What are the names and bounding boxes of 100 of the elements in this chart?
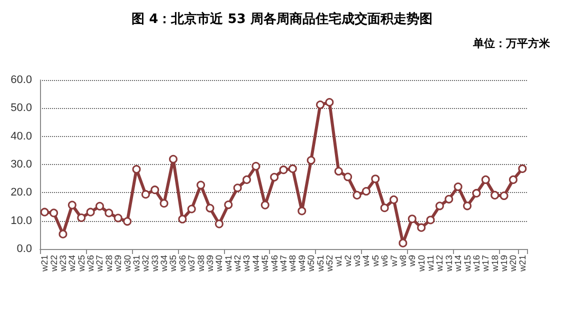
point: [371, 174, 380, 184]
x-tick-label: w35: [168, 255, 178, 273]
point: [150, 186, 160, 194]
point: [390, 195, 398, 204]
x-tick-label: w20: [508, 255, 518, 273]
x-tick-label: w44: [250, 255, 261, 273]
x-tick-label: w50: [306, 255, 316, 273]
point: [444, 194, 454, 204]
x-tick-label: w30: [122, 255, 132, 273]
point: [398, 238, 408, 248]
point: [298, 206, 306, 216]
x-tick-label: w49: [296, 255, 307, 273]
point: [518, 164, 527, 173]
point: [454, 182, 462, 191]
point: [288, 164, 297, 173]
point: [178, 214, 187, 224]
x-tick-label: w2: [342, 255, 353, 268]
point: [417, 223, 426, 232]
x-tick-label: w6: [380, 255, 390, 268]
point: [408, 214, 416, 224]
x-tick-label: w9: [407, 255, 418, 268]
point: [490, 190, 500, 200]
x-tick-label: w16: [471, 255, 482, 273]
point: [95, 202, 104, 210]
point: [380, 204, 389, 212]
point: [86, 208, 95, 216]
point: [334, 167, 343, 176]
point: [104, 208, 114, 218]
point: [214, 220, 224, 228]
x-tick-label: w4: [361, 255, 372, 268]
point: [123, 217, 132, 226]
y-tick-label: 0.0: [16, 243, 32, 255]
x-tick-label: w27: [94, 255, 105, 273]
x-tick-label: w51: [315, 255, 326, 273]
x-tick-label: w32: [140, 255, 151, 273]
point: [206, 204, 214, 212]
x-tick-label: w23: [58, 255, 68, 273]
point: [481, 175, 490, 184]
point: [260, 200, 270, 210]
x-tick-label: w5: [370, 255, 380, 268]
x-tick-label: w24: [67, 255, 78, 273]
point: [68, 200, 76, 210]
x-tick-label: w29: [113, 255, 124, 273]
x-tick-label: w10: [416, 255, 426, 273]
point: [187, 204, 196, 214]
x-tick-label: w13: [444, 255, 454, 273]
point: [362, 187, 370, 196]
x-tick-label: w36: [177, 255, 188, 273]
x-tick-label: w39: [204, 255, 215, 273]
x-tick-label: w38: [196, 255, 206, 273]
x-tick-label: w42: [232, 255, 243, 273]
point: [77, 213, 86, 222]
x-tick-label: w33: [150, 255, 160, 273]
point: [435, 202, 444, 210]
x-tick-label: w7: [388, 255, 399, 268]
point: [233, 184, 242, 192]
x-tick-label: w15: [462, 255, 472, 273]
point: [58, 230, 68, 238]
x-tick-label: w48: [288, 255, 298, 273]
x-tick-label: w37: [186, 255, 197, 273]
x-tick-label: w26: [86, 255, 96, 273]
x-tick-label: w31: [131, 255, 142, 273]
x-tick-label: w47: [278, 255, 288, 273]
x-tick-label: w12: [434, 255, 445, 273]
x-tick-label: w21: [517, 255, 528, 273]
point: [352, 190, 362, 200]
y-tick-label: 40.0: [10, 130, 32, 142]
point: [160, 199, 168, 208]
x-tick-label: w45: [260, 255, 270, 273]
x-tick-label: w21: [40, 255, 50, 273]
point: [224, 200, 233, 210]
point: [344, 172, 352, 182]
point: [40, 208, 49, 216]
point: [500, 192, 508, 200]
x-tick-label: w28: [104, 255, 114, 273]
y-tick-label: 20.0: [10, 186, 32, 199]
y-tick-label: 50.0: [10, 102, 32, 114]
point: [325, 98, 334, 106]
x-tick-label: w3: [352, 255, 362, 268]
y-axis-title: 单位：万平方米: [472, 37, 551, 50]
point: [196, 180, 206, 190]
point: [114, 214, 122, 222]
x-tick-label: w18: [490, 255, 500, 273]
point: [463, 202, 472, 210]
point: [141, 190, 150, 199]
point: [168, 154, 178, 164]
point: [252, 162, 260, 170]
point: [472, 188, 481, 198]
x-tick-label: w8: [398, 255, 408, 268]
x-tick-label: w25: [76, 255, 86, 273]
x-tick-label: w43: [242, 255, 252, 273]
x-tick-label: w46: [269, 255, 280, 273]
y-tick-label: 30.0: [10, 158, 32, 170]
x-tick-label: w40: [214, 255, 224, 273]
x-tick-label: w41: [223, 255, 234, 273]
x-tick-label: w17: [480, 255, 491, 273]
x-tick-label: w22: [48, 255, 59, 273]
x-tick-label: w14: [453, 255, 464, 273]
point: [508, 175, 518, 184]
point: [132, 165, 141, 174]
